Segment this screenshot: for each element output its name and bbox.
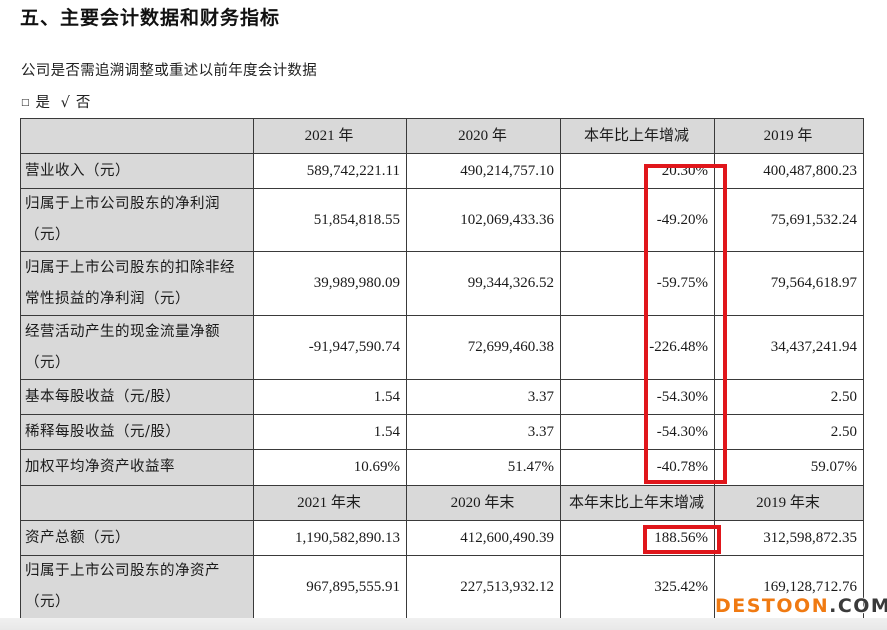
cell-change: 325.42% [560, 555, 715, 619]
header-cell-empty [20, 118, 254, 154]
cell-2021: 1.54 [253, 414, 407, 450]
cell-2021: 10.69% [253, 449, 407, 486]
row-label-line: 常性损益的净利润（元） [25, 290, 190, 307]
table-row-diluted-eps: 稀释每股收益（元/股） 1.54 3.37 -54.30% 2.50 [20, 414, 864, 450]
header-cell-2021: 2021 年 [253, 118, 407, 154]
restatement-options: □ 是 √ 否 [21, 91, 96, 112]
header-cell-empty [20, 485, 254, 521]
cell-change: 188.56% [560, 520, 715, 556]
cell-2020: 227,513,932.12 [406, 555, 561, 619]
row-label-line: （元） [25, 227, 70, 243]
cell-2019: 59.07% [714, 449, 864, 486]
cell-2020: 3.37 [406, 414, 561, 450]
cell-change: -54.30% [560, 414, 715, 450]
header-cell-2020: 2020 年 [406, 118, 561, 154]
cell-2020: 102,069,433.36 [406, 188, 561, 252]
watermark-part2: .COM [829, 595, 887, 617]
cell-2019: 34,437,241.94 [714, 315, 864, 380]
row-label: 资产总额（元） [20, 520, 254, 556]
option-no-label: 否 [75, 95, 91, 111]
row-label: 稀释每股收益（元/股） [20, 414, 254, 450]
table-header-row: 2021 年 2020 年 本年比上年增减 2019 年 [20, 118, 864, 154]
cell-2020: 99,344,326.52 [406, 251, 561, 316]
cell-change: -49.20% [560, 188, 715, 252]
cell-2021: 1.54 [253, 379, 407, 415]
row-label-line: 经营活动产生的现金流量净额 [25, 323, 220, 340]
cell-2020: 3.37 [406, 379, 561, 415]
table-row-revenue: 营业收入（元） 589,742,221.11 490,214,757.10 20… [20, 153, 864, 189]
cell-2021: 967,895,555.91 [253, 555, 407, 619]
cell-2021: 1,190,582,890.13 [253, 520, 407, 556]
row-label-line: 归属于上市公司股东的扣除非经 [25, 259, 235, 276]
section-title: 五、主要会计数据和财务指标 [20, 7, 281, 29]
table-row-basic-eps: 基本每股收益（元/股） 1.54 3.37 -54.30% 2.50 [20, 379, 864, 415]
header-cell-change: 本年比上年增减 [560, 118, 715, 154]
header-cell-2019: 2019 年 [714, 118, 864, 154]
option-yes-label: 是 [35, 95, 51, 111]
table-row-operating-cash-flow: 经营活动产生的现金流量净额 （元） -91,947,590.74 72,699,4… [20, 315, 864, 380]
watermark-logo: DESTOON.COM [715, 595, 887, 617]
restatement-question: 公司是否需追溯调整或重述以前年度会计数据 [21, 63, 317, 79]
cell-change: 20.30% [560, 153, 715, 189]
cell-2021: 51,854,818.55 [253, 188, 407, 252]
row-label: 基本每股收益（元/股） [20, 379, 254, 415]
row-label-line: （元） [25, 594, 70, 610]
table-row-net-assets: 归属于上市公司股东的净资产 （元） 967,895,555.91 227,513,… [20, 555, 864, 619]
header-cell-2019-end: 2019 年末 [714, 485, 864, 521]
header-cell-2020-end: 2020 年末 [406, 485, 561, 521]
cell-change: -40.78% [560, 449, 715, 486]
row-label: 加权平均净资产收益率 [20, 449, 254, 486]
table-row-total-assets: 资产总额（元） 1,190,582,890.13 412,600,490.39 … [20, 520, 864, 556]
cell-2019: 79,564,618.97 [714, 251, 864, 316]
cell-2019: 2.50 [714, 379, 864, 415]
cell-2021: 39,989,980.09 [253, 251, 407, 316]
row-label: 经营活动产生的现金流量净额 （元） [20, 315, 254, 380]
table-header-row-year-end: 2021 年末 2020 年末 本年末比上年末增减 2019 年末 [20, 485, 864, 521]
header-cell-2021-end: 2021 年末 [253, 485, 407, 521]
row-label-line: 归属于上市公司股东的净利润 [25, 196, 220, 212]
cell-2019: 2.50 [714, 414, 864, 450]
table-row-weighted-roe: 加权平均净资产收益率 10.69% 51.47% -40.78% 59.07% [20, 449, 864, 486]
row-label: 营业收入（元） [20, 153, 254, 189]
cell-2021: -91,947,590.74 [253, 315, 407, 380]
cell-2019: 169,128,712.76 [714, 555, 864, 619]
financial-data-table: 2021 年 2020 年 本年比上年增减 2019 年 营业收入（元） 589… [20, 118, 864, 619]
row-label: 归属于上市公司股东的扣除非经 常性损益的净利润（元） [20, 251, 254, 316]
cell-change: -59.75% [560, 251, 715, 316]
table-row-net-profit-excl-nonrecurring: 归属于上市公司股东的扣除非经 常性损益的净利润（元） 39,989,980.09 … [20, 251, 864, 316]
cell-2019: 312,598,872.35 [714, 520, 864, 556]
cell-2019: 75,691,532.24 [714, 188, 864, 252]
row-label: 归属于上市公司股东的净资产 （元） [20, 555, 254, 619]
checkmark-icon: √ [60, 95, 70, 111]
cell-change: -54.30% [560, 379, 715, 415]
checkbox-unchecked-icon: □ [21, 98, 30, 108]
cell-2020: 412,600,490.39 [406, 520, 561, 556]
cell-change: -226.48% [560, 315, 715, 380]
row-label-line: （元） [25, 354, 70, 371]
page-bottom-edge [0, 618, 887, 630]
header-cell-change-end: 本年末比上年末增减 [560, 485, 715, 521]
row-label: 归属于上市公司股东的净利润 （元） [20, 188, 254, 252]
cell-2021: 589,742,221.11 [253, 153, 407, 189]
watermark-part1: DESTOON [715, 595, 830, 617]
row-label-line: 归属于上市公司股东的净资产 [25, 563, 220, 579]
cell-2020: 72,699,460.38 [406, 315, 561, 380]
cell-2020: 490,214,757.10 [406, 153, 561, 189]
cell-2020: 51.47% [406, 449, 561, 486]
table-row-net-profit: 归属于上市公司股东的净利润 （元） 51,854,818.55 102,069,4… [20, 188, 864, 252]
cell-2019: 400,487,800.23 [714, 153, 864, 189]
